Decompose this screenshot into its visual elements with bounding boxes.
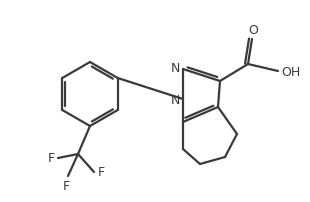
Text: OH: OH [281, 65, 301, 78]
Text: N: N [170, 62, 180, 75]
Text: F: F [62, 180, 69, 193]
Text: O: O [248, 24, 258, 37]
Text: F: F [97, 166, 104, 179]
Text: F: F [47, 152, 55, 165]
Text: N: N [170, 93, 180, 106]
